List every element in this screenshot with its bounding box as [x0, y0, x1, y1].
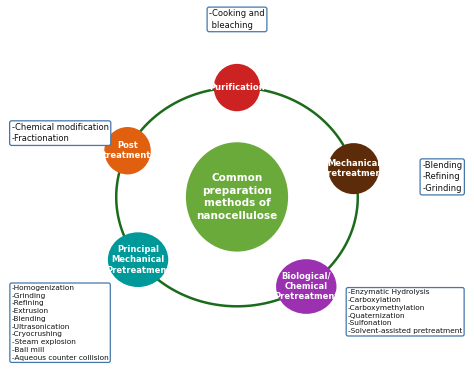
- Text: Post
treatment: Post treatment: [103, 141, 152, 160]
- Text: Biological/
Chemical
Pretreatment: Biological/ Chemical Pretreatment: [274, 272, 338, 301]
- Text: Principal
Mechanical
Pretreatment: Principal Mechanical Pretreatment: [106, 245, 170, 275]
- Text: -Homogenization
-Grinding
-Refining
-Extrusion
-Blending
-Ultrasonication
-Cryoc: -Homogenization -Grinding -Refining -Ext…: [12, 285, 109, 360]
- Text: Purification: Purification: [209, 83, 265, 92]
- Ellipse shape: [328, 143, 379, 194]
- Text: -Chemical modification
-Fractionation: -Chemical modification -Fractionation: [12, 123, 109, 143]
- Text: Common
preparation
methods of
nanocellulose: Common preparation methods of nanocellul…: [196, 173, 278, 221]
- Text: Mechanical
Pretreatment: Mechanical Pretreatment: [321, 159, 386, 178]
- Ellipse shape: [186, 142, 288, 251]
- Ellipse shape: [214, 64, 260, 111]
- Ellipse shape: [108, 232, 168, 287]
- Text: -Cooking and
 bleaching: -Cooking and bleaching: [209, 9, 265, 30]
- Text: -Enzymatic Hydrolysis
-Carboxylation
-Carboxymethylation
-Quaternization
-Sulfon: -Enzymatic Hydrolysis -Carboxylation -Ca…: [348, 289, 462, 334]
- Ellipse shape: [104, 127, 151, 174]
- Text: -Blending
-Refining
-Grinding: -Blending -Refining -Grinding: [422, 161, 462, 193]
- Ellipse shape: [276, 259, 337, 314]
